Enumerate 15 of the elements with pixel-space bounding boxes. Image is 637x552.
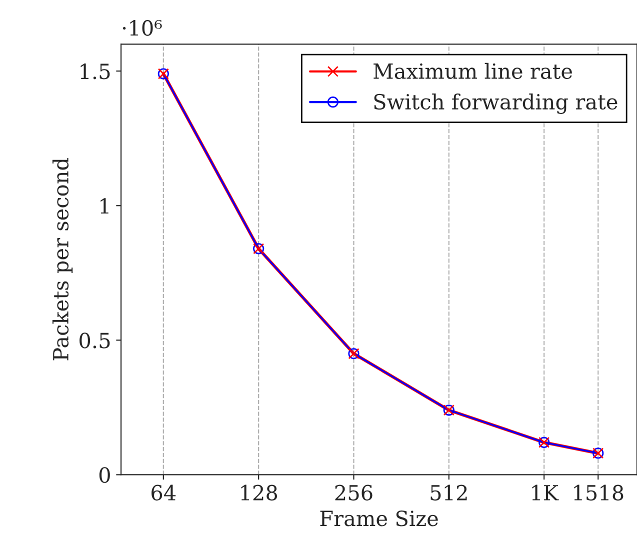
x-tick-label: 512 <box>430 484 467 501</box>
x-tick-label: 1518 <box>574 484 624 501</box>
x-tick-label: 128 <box>241 484 278 501</box>
x-tick-label: 1K <box>532 484 559 500</box>
y-axis-title: Packets per second <box>52 158 73 360</box>
y-tick-label: 1.5 <box>80 64 110 80</box>
x-tick-label: 64 <box>152 484 176 501</box>
y-tick-label: 0 <box>99 467 110 483</box>
y-tick-label: 1 <box>100 198 108 214</box>
y-tick-label: 0.5 <box>80 332 110 348</box>
legend-label: Switch forwarding rate <box>374 93 618 114</box>
legend-label: Maximum line rate <box>374 62 572 80</box>
x-tick-label: 256 <box>335 484 372 501</box>
text: ·10⁶ <box>122 20 162 36</box>
x-axis-title: Frame Size <box>320 510 438 526</box>
